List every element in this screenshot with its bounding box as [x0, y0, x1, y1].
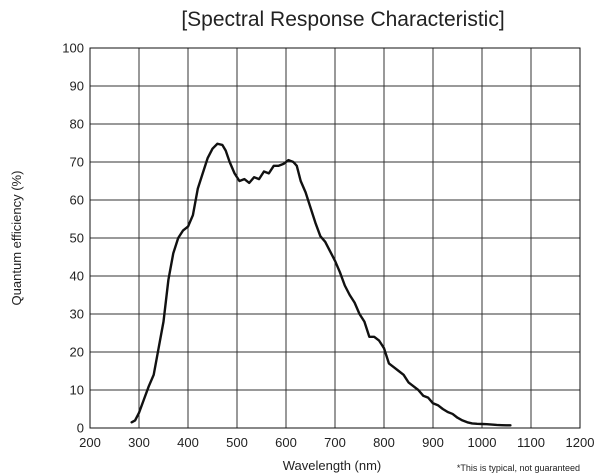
y-tick-label: 20: [70, 345, 84, 360]
y-tick-label: 0: [77, 421, 84, 436]
y-tick-labels: 0 10 20 30 40 50 60 70 80 90 100: [62, 41, 84, 436]
x-tick-label: 600: [275, 435, 297, 450]
x-tick-label: 300: [128, 435, 150, 450]
plot-frame: [89, 47, 581, 429]
y-tick-label: 70: [70, 155, 84, 170]
y-tick-label: 50: [70, 231, 84, 246]
x-axis-label: Wavelength (nm): [283, 458, 382, 473]
y-tick-label: 40: [70, 269, 84, 284]
x-tick-label: 200: [79, 435, 101, 450]
y-tick-label: 90: [70, 79, 84, 94]
y-tick-label: 100: [62, 41, 84, 56]
x-tick-label: 1000: [468, 435, 497, 450]
x-tick-label: 1200: [566, 435, 595, 450]
y-tick-label: 30: [70, 307, 84, 322]
x-tick-label: 400: [177, 435, 199, 450]
grid: [90, 48, 580, 428]
chart-title: [Spectral Response Characteristic]: [181, 8, 504, 31]
y-axis-label: Quantum efficiency (%): [9, 171, 24, 306]
x-tick-label: 500: [226, 435, 248, 450]
x-tick-label: 900: [422, 435, 444, 450]
x-tick-label: 800: [373, 435, 395, 450]
x-tick-labels: 200 300 400 500 600 700 800 900 1000 1100 1200: [79, 435, 594, 450]
x-tick-label: 1100: [517, 435, 545, 450]
y-tick-label: 10: [70, 383, 84, 398]
quantum-efficiency-curve: [130, 142, 512, 427]
y-tick-label: 60: [70, 193, 84, 208]
y-tick-label: 80: [70, 117, 84, 132]
x-tick-label: 700: [324, 435, 346, 450]
disclaimer-note: *This is typical, not guaranteed: [457, 463, 580, 473]
